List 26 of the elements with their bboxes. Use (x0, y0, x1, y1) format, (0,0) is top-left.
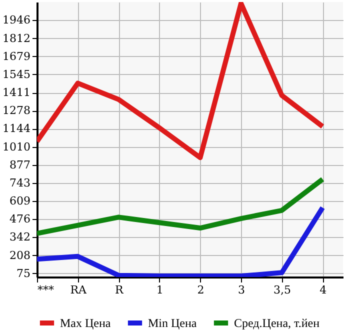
x-tick-label: 1 (156, 284, 164, 296)
y-tick-label: 208 (10, 248, 30, 262)
y-tick-label: 1411 (2, 86, 30, 100)
x-tick-label: *** (38, 284, 54, 296)
legend-label: Min Цена (148, 316, 198, 330)
y-tick-label: 75 (16, 266, 30, 280)
x-tick-label: 4 (320, 284, 327, 296)
y-tick-label: 1010 (2, 140, 30, 154)
x-tick-label: 3 (238, 284, 245, 296)
y-tick-label: 476 (10, 212, 30, 226)
y-tick-label: 1946 (2, 14, 30, 27)
y-tick-label: 609 (10, 194, 30, 208)
y-tick-label: 342 (10, 230, 30, 244)
x-tick-label: RA (70, 284, 88, 296)
y-tick-label: 1812 (2, 32, 30, 45)
x-tick-label: 2 (197, 284, 204, 296)
x-tick-label: R (114, 284, 124, 296)
x-tick-label: 3,5 (274, 284, 292, 296)
y-tick-label: 1545 (2, 68, 30, 81)
y-tick-label: 1144 (2, 122, 30, 136)
y-tick-label: 877 (10, 158, 30, 172)
y-tick-label: 1278 (2, 104, 30, 118)
legend-label: Max Цена (60, 316, 112, 330)
legend-label: Сред.Цена, т.йен (234, 316, 320, 330)
y-tick-label: 743 (10, 176, 30, 190)
y-tick-label: 1679 (2, 50, 30, 63)
